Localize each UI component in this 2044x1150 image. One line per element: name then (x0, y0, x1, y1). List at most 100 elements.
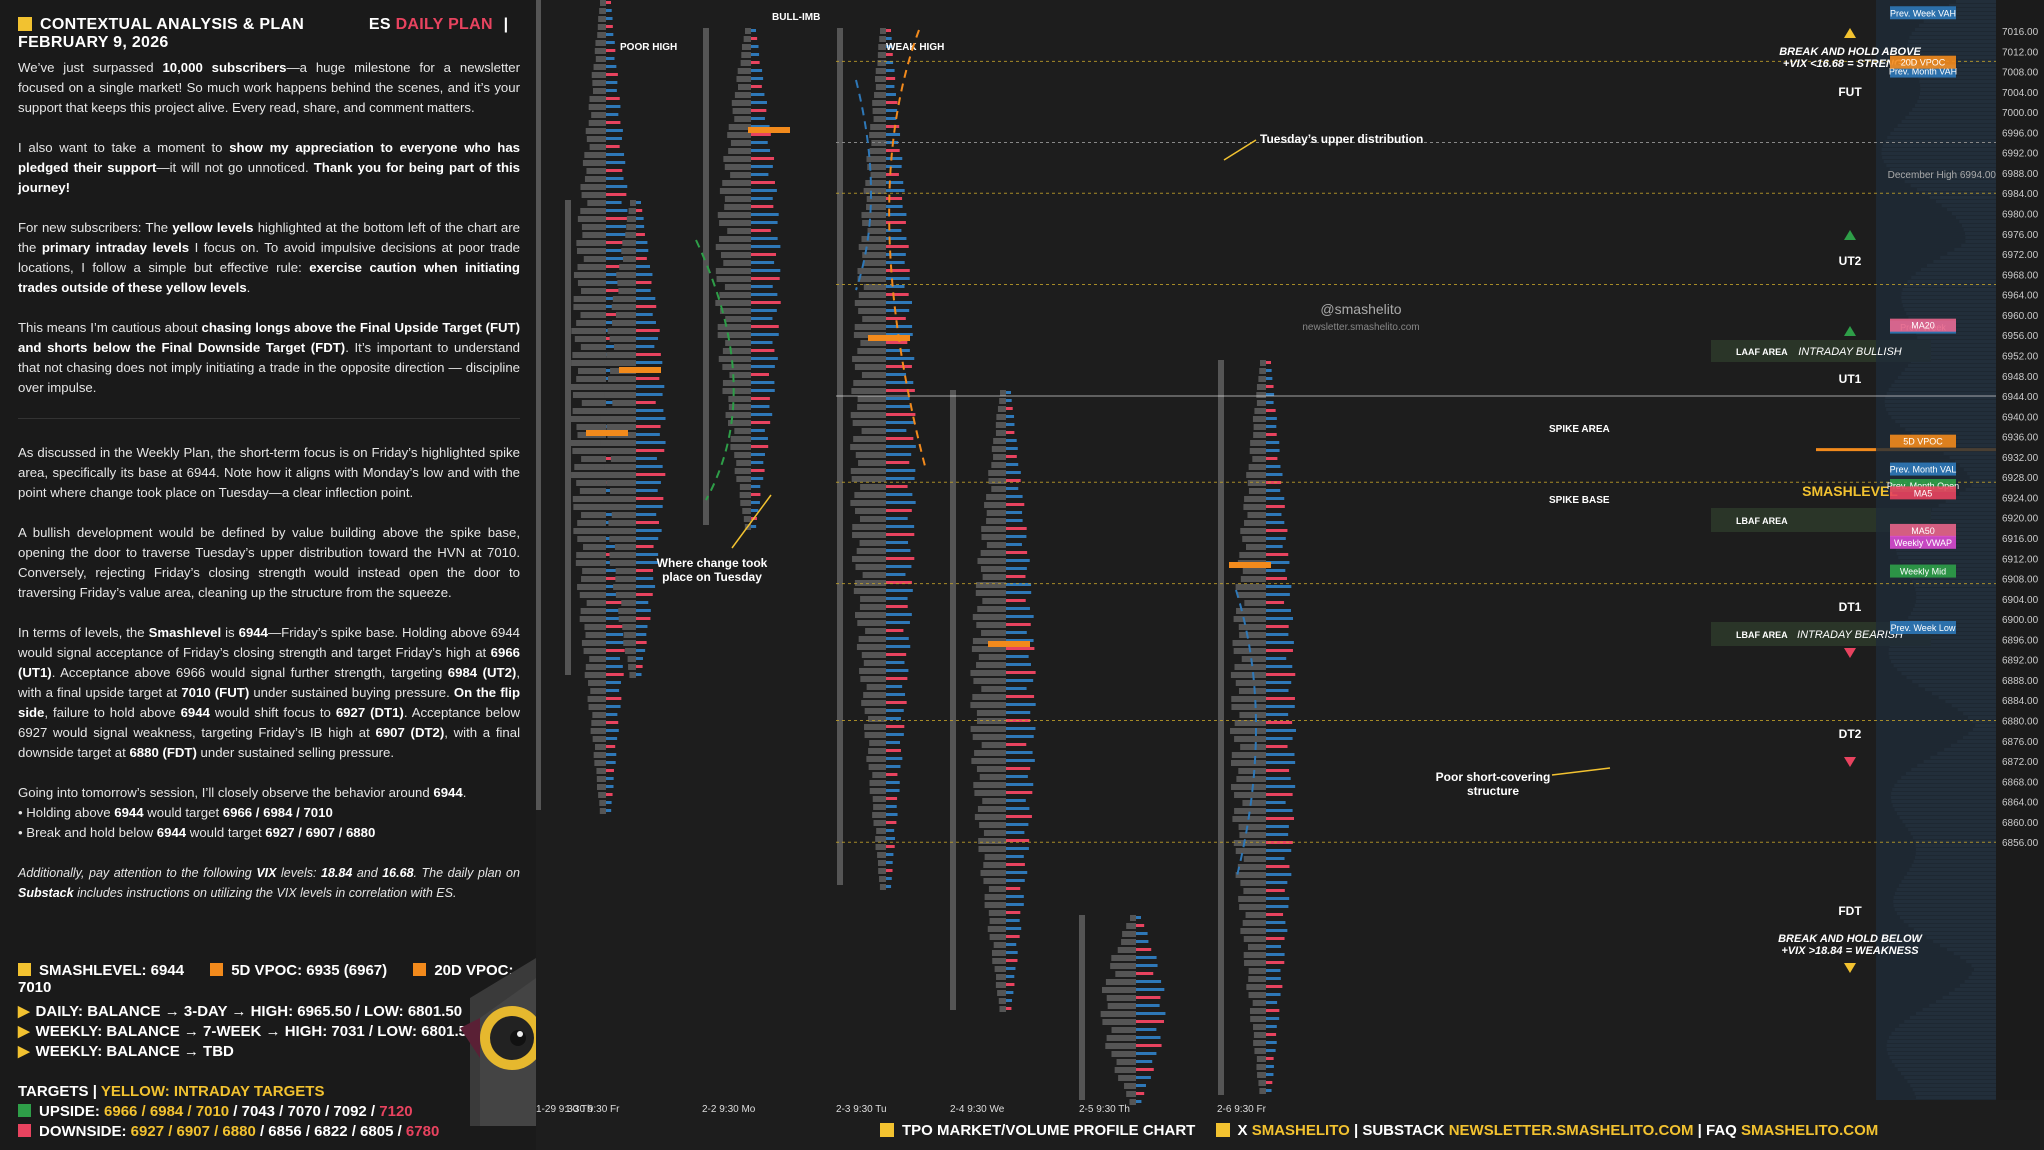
tpo-bar (850, 468, 886, 474)
spike-base-note: SPIKE BASE (1549, 495, 1610, 506)
volume-bar (886, 781, 900, 784)
tpo-bar (729, 372, 751, 378)
analysis-text: We’ve just surpassed 10,000 subscribers—… (18, 58, 520, 923)
volume-bar (1006, 423, 1015, 426)
break-below-2: +VIX >18.84 = WEAKNESS (1781, 945, 1919, 957)
tpo-bar (981, 742, 1006, 748)
tpo-bar (991, 486, 1006, 492)
volume-bar (886, 397, 910, 400)
volume-bar (886, 197, 903, 200)
tpo-bar (573, 504, 606, 510)
price-tag-label: 5D VPOC (1903, 437, 1943, 447)
tpo-bar (597, 32, 606, 38)
volume-bar (636, 529, 662, 532)
tpo-bar (573, 528, 606, 534)
structure-weekly-tbd: ▶ WEEKLY: BALANCE → TBD (18, 1043, 234, 1060)
volume-bar (886, 877, 892, 880)
volume-bar (751, 109, 767, 112)
smashlevel-label: SMASHLEVEL (1802, 483, 1898, 499)
volume-bar (636, 633, 647, 636)
price-tick: 6956.00 (2002, 331, 2039, 342)
volume-bar (886, 853, 894, 856)
volume-bar (1006, 927, 1022, 930)
volume-bar (1266, 833, 1289, 836)
downside-targets: DOWNSIDE: 6927 / 6907 / 6880 / 6856 / 68… (18, 1122, 439, 1142)
tpo-bar (625, 648, 636, 654)
volume-bar (1006, 455, 1017, 458)
tpo-chart[interactable]: POOR HIGH BULL-IMB WEAK HIGH Tuesday’s u… (536, 0, 2044, 1150)
volume-bar (1266, 881, 1288, 884)
volume-bar (636, 497, 664, 500)
tpo-bar (877, 860, 886, 866)
volume-bar (606, 209, 628, 212)
volume-bar (1266, 401, 1274, 404)
tpo-bar (1250, 1016, 1266, 1022)
tpo-bar (580, 608, 606, 614)
tpo-bar (878, 868, 886, 874)
session-label: 1-30 9:30 Fr (565, 1104, 620, 1115)
volume-bar (1266, 761, 1296, 764)
volume-bar (1006, 519, 1023, 522)
tpo-bar (863, 660, 886, 666)
volume-bar (636, 569, 653, 572)
arrow-tuesday (1223, 139, 1257, 161)
volume-bar (751, 69, 763, 72)
tpo-bar (586, 600, 606, 606)
price-tag-label-bg (1890, 55, 1956, 69)
structure-weekly: ▶ WEEKLY: BALANCE → 7-WEEK → HIGH: 7031 /… (18, 1023, 476, 1040)
tpo-bar (977, 806, 1006, 812)
tpo-bar (730, 140, 751, 146)
tpo-bar (628, 208, 636, 214)
tpo-bar (984, 894, 1006, 900)
watermark: @smashelito (1320, 301, 1401, 317)
tpo-bar (1233, 840, 1266, 846)
tpo-bar (1245, 912, 1266, 918)
tpo-bar (870, 124, 886, 130)
volume-bar (751, 93, 765, 96)
volume-bar (1266, 481, 1282, 484)
volume-bar (1136, 1052, 1157, 1055)
price-tick: 6856.00 (2002, 838, 2039, 849)
tpo-bar (856, 548, 886, 554)
volume-bar (636, 673, 642, 676)
tpo-bar (594, 48, 606, 54)
volume-bar (606, 137, 622, 140)
tpo-bar (992, 958, 1006, 964)
volume-bar (1006, 791, 1033, 794)
tpo-bar (978, 654, 1006, 660)
volume-bar (886, 237, 907, 240)
volume-bar (1136, 964, 1158, 967)
volume-bar (636, 481, 661, 484)
volume-bar (606, 745, 616, 748)
tpo-bar (852, 356, 886, 362)
tpo-bar (737, 68, 751, 74)
vpoc20-label: 20D VPOC: 7010 (18, 962, 514, 996)
tpo-bar (1260, 360, 1266, 366)
tpo-bar (983, 878, 1006, 884)
tpo-bar (986, 542, 1006, 548)
volume-bar (751, 253, 777, 256)
volume-bar (1266, 985, 1283, 988)
tpo-bar (857, 404, 886, 410)
substack-link[interactable]: NEWSLETTER.SMASHELITO.COM (1448, 1122, 1694, 1139)
volume-bar (1266, 425, 1277, 428)
faq-link[interactable]: SMASHELITO.COM (1741, 1122, 1879, 1139)
x-handle[interactable]: SMASHELITO (1251, 1122, 1350, 1139)
volume-bar (1006, 479, 1021, 482)
price-tick: 6988.00 (2002, 169, 2039, 180)
tpo-bar (864, 724, 886, 730)
volume-bar (1006, 951, 1018, 954)
price-tag-label-bg (1890, 318, 1956, 332)
volume-bar (751, 245, 781, 248)
tpo-bar (972, 734, 1006, 740)
tpo-bar (1248, 968, 1266, 974)
paragraph-vix: Additionally, pay attention to the follo… (18, 866, 520, 900)
tpo-bar (853, 436, 886, 442)
volume-bar (636, 377, 660, 380)
tpo-bar (588, 120, 606, 126)
tpo-bar (612, 320, 636, 326)
volume-bar (1266, 697, 1295, 700)
tpo-bar (851, 388, 886, 394)
volume-bar (1136, 1044, 1162, 1047)
price-tag-label-bg (1890, 620, 1956, 634)
